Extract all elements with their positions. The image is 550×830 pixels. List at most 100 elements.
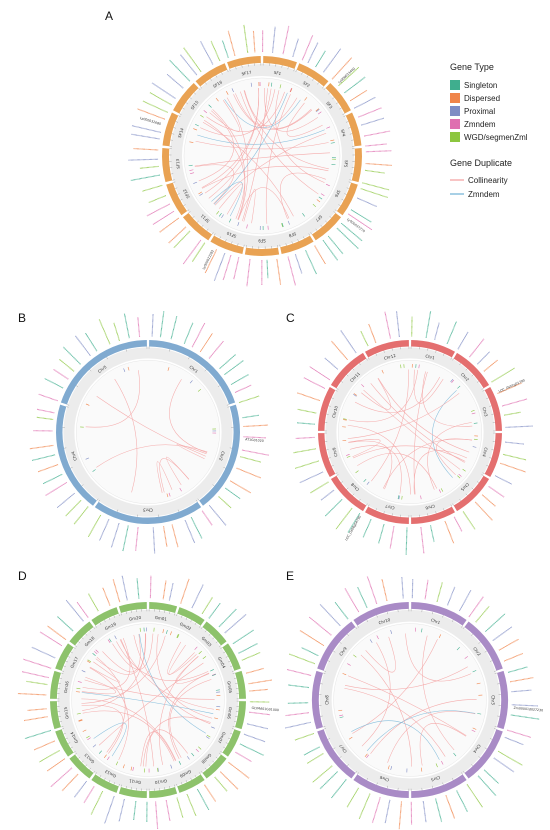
- gene-label-spoke: [110, 523, 120, 548]
- gene-label-spoke: [510, 714, 540, 720]
- chromosome-band: [182, 212, 213, 241]
- chromosome-band: [177, 607, 205, 626]
- gene-label-spoke: [104, 795, 115, 824]
- gene-mark: [95, 649, 99, 653]
- chromosome-label: Gm10: [154, 778, 167, 785]
- tick-mark: [465, 368, 468, 371]
- gene-label-spoke: [378, 523, 385, 544]
- chromosome-label: Chr6: [379, 775, 390, 783]
- tick-mark: [322, 86, 324, 89]
- gene-mark: [343, 419, 347, 421]
- duplication-link: [85, 370, 140, 428]
- tick-mark: [291, 241, 293, 244]
- duplication-link: [265, 94, 291, 224]
- chromosome-band: [94, 501, 202, 524]
- gene-label-spoke: [458, 589, 472, 612]
- tick-mark: [442, 615, 444, 618]
- gene-label-spoke: [447, 586, 456, 606]
- gene-label-spoke: [505, 425, 533, 428]
- gene-label-spoke: [346, 787, 359, 808]
- chromosome-band: [345, 112, 362, 147]
- gene-label-spoke: [23, 658, 52, 669]
- gene-label-spoke: [73, 780, 87, 798]
- gene-mark: [92, 653, 96, 656]
- density-track: [325, 347, 495, 517]
- tick-mark: [89, 630, 92, 633]
- duplication-link: [81, 692, 214, 714]
- tick-mark: [235, 66, 237, 70]
- tick-mark: [301, 72, 303, 75]
- duplication-link: [427, 422, 472, 490]
- chromosome-label: SF15: [190, 99, 200, 110]
- tick-mark: [120, 784, 122, 788]
- tick-mark: [334, 209, 337, 212]
- tick-mark: [189, 97, 192, 100]
- gene-label-spoke: [299, 471, 324, 484]
- gene-mark: [376, 635, 379, 640]
- gene-mark: [470, 410, 475, 412]
- tick-mark: [172, 181, 176, 183]
- tick-mark: [312, 78, 314, 81]
- gene-label-spoke: [319, 771, 338, 790]
- chromosome-label: Chr12: [383, 353, 396, 361]
- gene-label-spoke: [58, 358, 75, 372]
- duplication-link: [218, 183, 243, 215]
- gene-label-spoke: [208, 602, 221, 619]
- gene-label-spoke: [85, 332, 98, 352]
- gene-label-spoke: [366, 576, 378, 604]
- tick-mark: [125, 786, 127, 789]
- gene-mark: [290, 88, 293, 93]
- gene-label-spoke: [457, 331, 469, 350]
- chromosome-band: [364, 340, 409, 358]
- tick-mark: [348, 181, 352, 183]
- duplication-link: [114, 378, 138, 493]
- tick-mark: [230, 733, 233, 735]
- duplication-link: [96, 396, 206, 457]
- gene-label-spoke: [357, 587, 368, 608]
- tick-mark: [450, 357, 452, 360]
- duplication-link: [349, 445, 402, 494]
- gene-label-spoke: [252, 30, 256, 53]
- inner-area: [183, 77, 341, 235]
- chromosome-label: Gm12: [103, 769, 116, 779]
- duplication-link: [167, 641, 197, 675]
- gene-label-spoke: [483, 359, 498, 372]
- gene-mark: [157, 767, 159, 772]
- gene-label-spoke: [468, 596, 484, 618]
- gene-mark: [123, 368, 126, 372]
- tick-mark: [172, 179, 175, 181]
- chromosome-band: [50, 670, 61, 699]
- gene-label-spoke: [118, 799, 125, 822]
- gene-label-spoke: [434, 322, 440, 340]
- gene-mark: [86, 660, 91, 664]
- gene-label-spoke: [334, 601, 349, 620]
- chromosome-band: [227, 56, 261, 69]
- gene-label-spoke: [176, 797, 184, 818]
- chromosome-band: [411, 602, 467, 626]
- gene-label-spoke: [498, 638, 519, 651]
- tick-mark: [443, 353, 445, 356]
- chromosome-band: [353, 602, 409, 626]
- chromosome-label: Chr1: [425, 353, 436, 360]
- gene-mark: [398, 495, 400, 500]
- tick-mark: [197, 498, 200, 501]
- duplication-link: [102, 633, 141, 673]
- gene-label-spoke: [301, 647, 319, 657]
- gene-label-spoke: [322, 239, 338, 261]
- gene-mark: [211, 726, 215, 729]
- chromosome-band: [318, 386, 336, 431]
- chromosome-label: SF12: [182, 188, 191, 200]
- chromosome-band: [317, 621, 356, 671]
- gene-mark: [237, 222, 240, 226]
- gene-label-spoke: [340, 330, 357, 354]
- tick-mark: [208, 633, 211, 636]
- duplication-link: [201, 88, 259, 188]
- gene-label-spoke: [228, 761, 250, 779]
- gene-mark: [397, 495, 400, 500]
- duplication-link: [82, 638, 131, 690]
- tick-mark: [383, 511, 385, 514]
- tick-mark: [192, 216, 195, 219]
- chromosome-label: SF3: [325, 101, 334, 110]
- tick-mark: [329, 216, 332, 219]
- tick-mark: [78, 641, 81, 644]
